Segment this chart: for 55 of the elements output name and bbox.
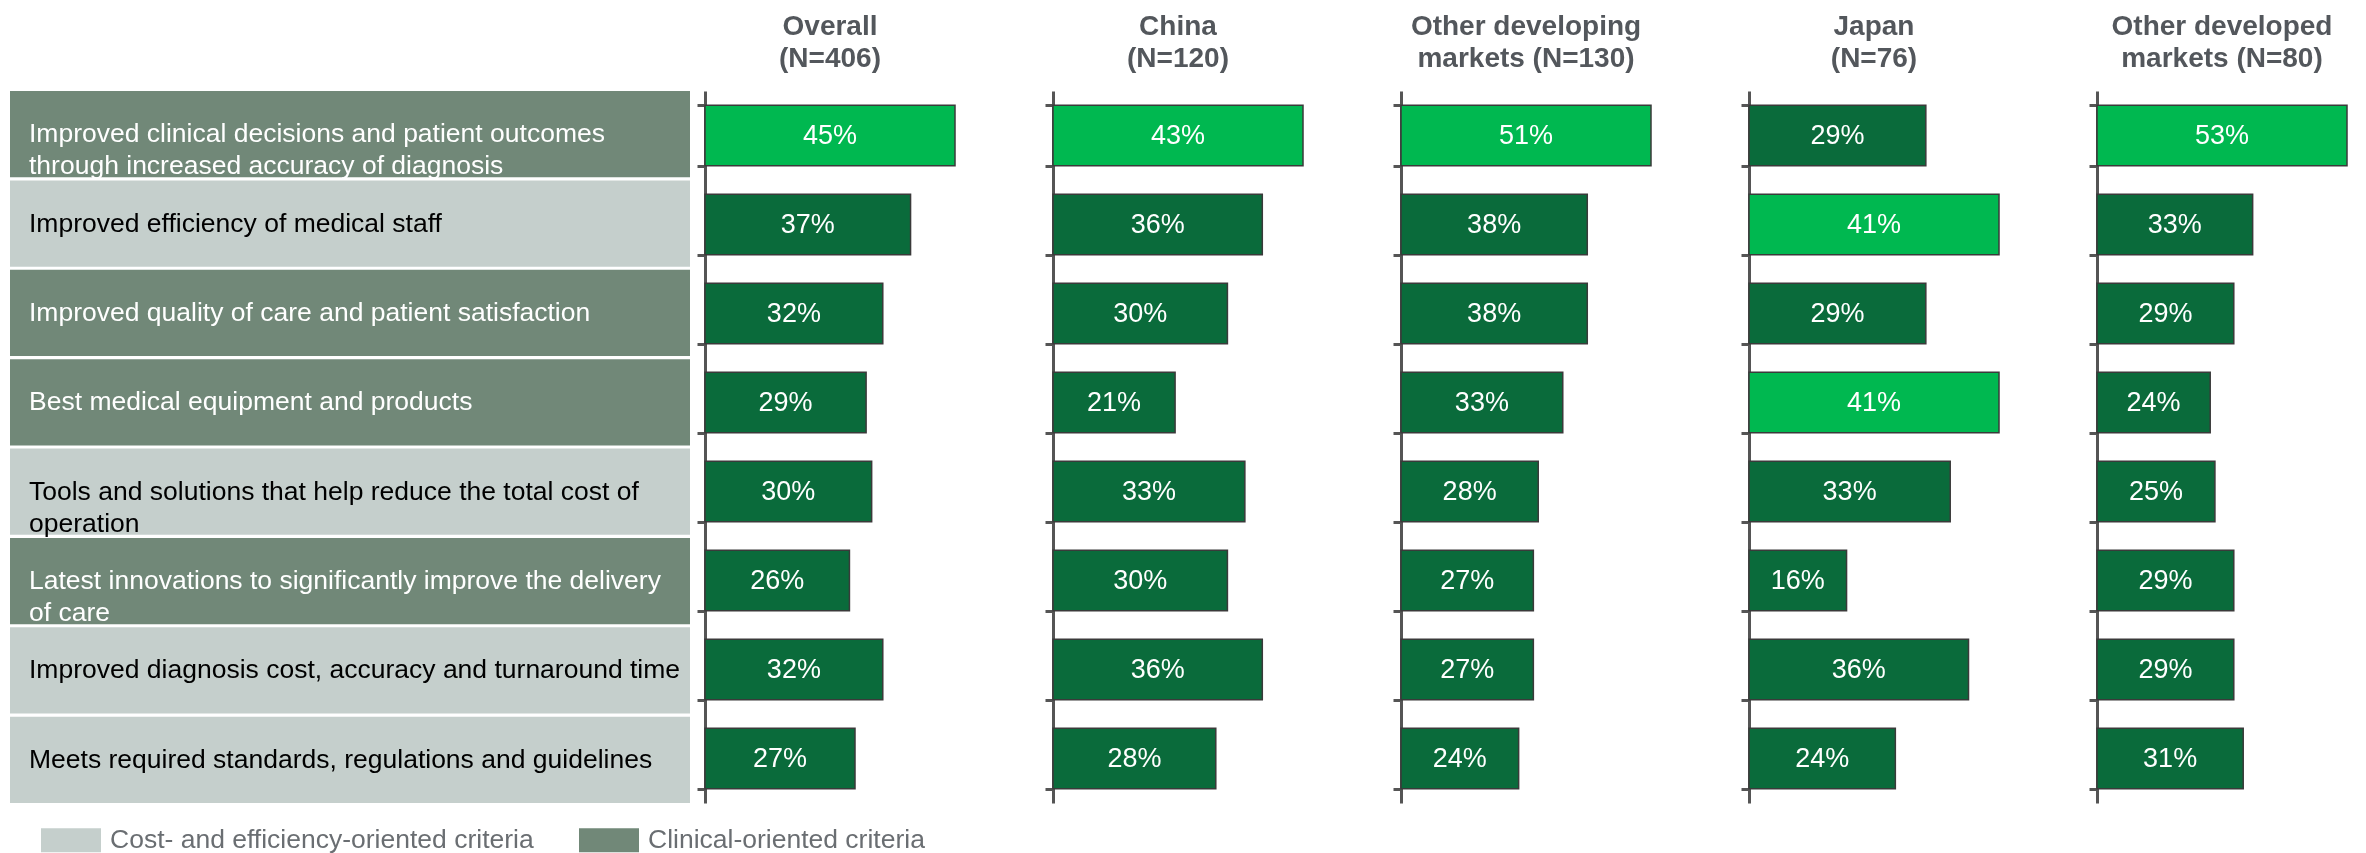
- data-label: 28%: [1442, 475, 1497, 506]
- data-label: 29%: [2138, 564, 2193, 595]
- chart-title: Other developed markets (N=80): [2111, 10, 2333, 73]
- data-label: 36%: [1130, 208, 1185, 239]
- data-label: 27%: [1440, 564, 1495, 595]
- chart-title: China (N=120): [1127, 10, 1229, 73]
- chart-title: Overall (N=406): [779, 10, 881, 73]
- data-label: 32%: [766, 653, 821, 684]
- y-tick-label: Improved clinical decisions and patient outcomes through increased accuracy of diagnosis: [29, 118, 605, 181]
- data-label: 36%: [1130, 653, 1185, 684]
- data-label: 16%: [1770, 564, 1825, 595]
- data-label: 27%: [752, 742, 808, 773]
- data-label: 38%: [1467, 297, 1522, 328]
- data-label: 21%: [1087, 386, 1142, 417]
- y-tick-label: Best medical equipment and products: [29, 386, 473, 417]
- chart-title: Other developing markets (N=130): [1410, 10, 1642, 73]
- data-label: 30%: [1113, 564, 1168, 595]
- y-tick-label: Tools and solutions that help reduce the total cost of operation: [29, 475, 640, 538]
- data-label: 28%: [1107, 742, 1162, 773]
- y-tick-label: Meets required standards, regulations and guidelines: [29, 743, 653, 774]
- data-label: 24%: [2126, 386, 2181, 417]
- data-label: 33%: [1822, 475, 1877, 506]
- y-tick-label: Improved efficiency of medical staff: [29, 207, 443, 238]
- chart-title: Japan (N=76): [1830, 10, 1918, 73]
- data-label: 30%: [761, 475, 816, 506]
- data-label: 26%: [750, 564, 805, 595]
- data-label: 36%: [1831, 653, 1886, 684]
- y-tick-label: Improved quality of care and patient satisfaction: [29, 296, 591, 327]
- data-label: 38%: [1467, 208, 1522, 239]
- legend-label: Cost- and efficiency-oriented criteria: [110, 824, 534, 853]
- legend-label: Clinical-oriented criteria: [648, 824, 926, 853]
- data-label: 33%: [1121, 475, 1176, 506]
- data-label: 29%: [2138, 297, 2193, 328]
- data-label: 53%: [2194, 119, 2250, 150]
- data-label: 24%: [1795, 742, 1850, 773]
- data-label: 45%: [802, 119, 858, 150]
- data-label: 33%: [1454, 386, 1509, 417]
- data-label: 43%: [1150, 119, 1206, 150]
- data-label: 25%: [2128, 475, 2183, 506]
- data-label: 30%: [1113, 297, 1168, 328]
- y-tick-label: Latest innovations to significantly improve the delivery of care: [29, 565, 662, 628]
- data-label: 31%: [2143, 742, 2198, 773]
- data-label: 33%: [2147, 208, 2202, 239]
- data-label: 27%: [1440, 653, 1495, 684]
- data-label: 29%: [1810, 297, 1865, 328]
- data-label: 24%: [1432, 742, 1487, 773]
- data-label: 29%: [2138, 653, 2193, 684]
- data-label: 51%: [1498, 119, 1554, 150]
- data-label: 29%: [1810, 119, 1865, 150]
- data-label: 41%: [1846, 208, 1902, 239]
- y-tick-label: Improved diagnosis cost, accuracy and turnaround time: [29, 654, 681, 685]
- data-label: 29%: [758, 386, 813, 417]
- data-label: 32%: [766, 297, 821, 328]
- data-label: 41%: [1846, 386, 1902, 417]
- data-label: 37%: [780, 208, 835, 239]
